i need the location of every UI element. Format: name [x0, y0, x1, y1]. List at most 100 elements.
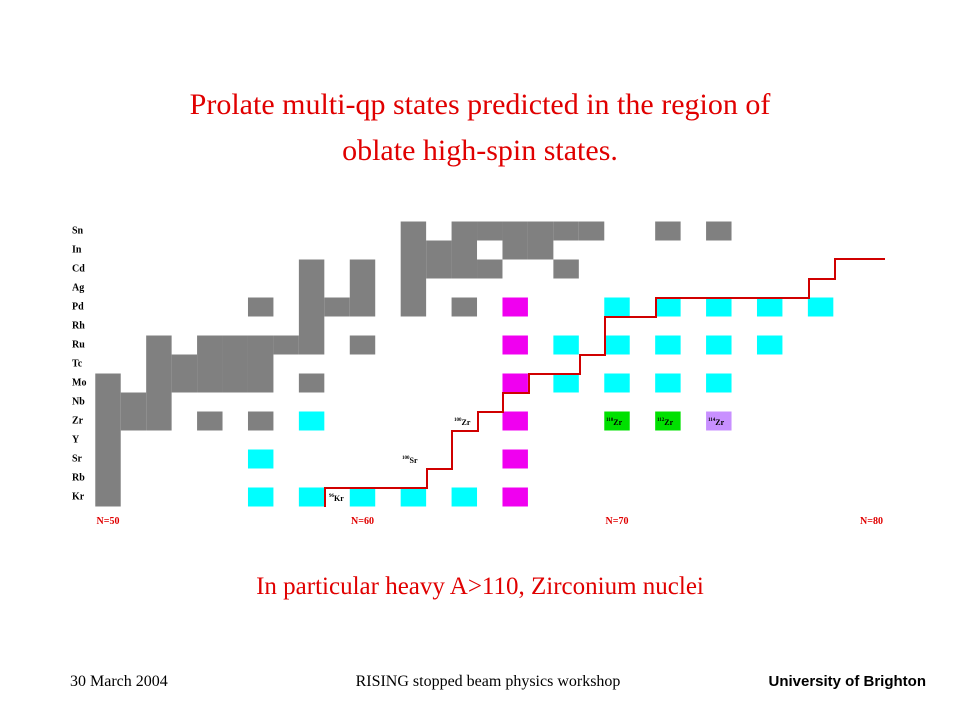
- element-label: Y: [72, 434, 80, 445]
- n-label: N=70: [606, 516, 629, 527]
- nuclide-cell: [95, 468, 121, 488]
- footer-date: 30 March 2004: [70, 673, 168, 690]
- nuclide-cell: [298, 373, 325, 393]
- nuclide-cell: [655, 297, 681, 317]
- nuclide-cell: [95, 487, 121, 507]
- mass-number: 96: [329, 494, 335, 499]
- nuclide-cell: [502, 221, 528, 241]
- cell-label: 110Zr: [606, 418, 623, 427]
- mass-number: 110: [606, 418, 614, 423]
- nuclide-cell: [349, 335, 376, 355]
- nuclide-cell: [706, 335, 732, 355]
- nuclide-cell: [273, 335, 299, 355]
- nuclide-cell: [527, 240, 554, 260]
- nuclide-cell: [400, 297, 427, 317]
- nuclide-cell: [706, 373, 732, 393]
- element-label: Cd: [72, 263, 85, 274]
- boundary-line: [324, 258, 885, 507]
- nuclide-cell: [171, 354, 198, 374]
- element-label: Kr: [72, 491, 85, 502]
- nuclide-cell: [451, 259, 478, 279]
- nuclide-cell: [298, 259, 325, 279]
- nuclide-cell: [451, 487, 478, 507]
- footer-institution: University of Brighton: [768, 673, 926, 690]
- nuclide-cell: [298, 335, 325, 355]
- nuclide-cell: [95, 392, 121, 412]
- nuclide-cell: [604, 411, 630, 431]
- element-label: Sr: [72, 453, 83, 464]
- nuclide-cell: [706, 221, 732, 241]
- nuclide-cell: [451, 297, 478, 317]
- nuclide-cell: [247, 487, 274, 507]
- nuclide-cell: [247, 373, 274, 393]
- nuclide-cell: [477, 259, 503, 279]
- nuclide-cell: [604, 373, 630, 393]
- nuclide-cell: [349, 259, 376, 279]
- nuclide-cell: [655, 335, 681, 355]
- nuclide-cell: [604, 335, 630, 355]
- nuclide-cell: [171, 373, 198, 393]
- element-symbol: Zr: [613, 418, 622, 427]
- caption: In particular heavy A>110, Zirconium nuc…: [256, 573, 704, 600]
- nuclide-cell: [706, 297, 732, 317]
- nuclide-cell: [146, 373, 172, 393]
- mass-number: 100: [402, 456, 410, 461]
- nuclide-cell: [527, 221, 554, 241]
- nuclide-cell: [298, 297, 325, 317]
- element-label: Zr: [72, 415, 84, 426]
- nuclide-cell: [756, 297, 783, 317]
- nuclide-cell: [146, 411, 172, 431]
- element-symbol: Zr: [715, 418, 724, 427]
- nuclide-cell: [553, 259, 579, 279]
- nuclide-cell: [502, 297, 528, 317]
- nuclide-cell: [706, 411, 732, 431]
- nuclide-cell: [146, 392, 172, 412]
- nuclide-cell: [400, 240, 427, 260]
- nuclide-cell: [477, 221, 503, 241]
- nuclide-cell: [451, 240, 478, 260]
- cell-label: 100Sr: [402, 456, 418, 465]
- nuclide-cell: [146, 354, 172, 374]
- nuclide-cell: [197, 354, 223, 374]
- nuclide-cell: [95, 411, 121, 431]
- nuclide-cell: [426, 259, 452, 279]
- nuclide-cell: [298, 316, 325, 336]
- nuclide-cell: [222, 335, 248, 355]
- nuclide-cell: [502, 487, 528, 507]
- title-line: Prolate multi-qp states predicted in the…: [190, 88, 771, 121]
- nuclide-cell: [756, 335, 783, 355]
- nuclide-cell: [502, 449, 528, 469]
- nuclide-cell: [349, 278, 376, 298]
- nuclide-cell: [197, 335, 223, 355]
- element-label: Ag: [72, 282, 84, 293]
- nuclide-cell: [604, 297, 630, 317]
- mass-number: 114: [708, 418, 716, 423]
- nuclide-cell: [578, 221, 605, 241]
- element-label: Tc: [72, 358, 83, 369]
- nuclide-cell: [197, 373, 223, 393]
- element-label: Nb: [72, 396, 85, 407]
- nuclide-cell: [400, 278, 427, 298]
- nuclide-cell: [400, 259, 427, 279]
- element-symbol: Zr: [664, 418, 673, 427]
- nuclide-cell: [655, 411, 681, 431]
- n-label: N=50: [97, 516, 120, 527]
- nuclide-cell: [349, 297, 376, 317]
- nuclide-cell: [655, 221, 681, 241]
- nuclide-cell: [553, 335, 579, 355]
- nuclide-cell: [95, 449, 121, 469]
- nuclide-cell: [553, 373, 579, 393]
- element-label: Rh: [72, 320, 85, 331]
- nuclide-cell: [400, 487, 427, 507]
- nuclide-cell: [222, 354, 248, 374]
- nuclide-cell: [298, 411, 325, 431]
- element-symbol: Sr: [410, 456, 418, 465]
- nuclide-cell: [324, 297, 350, 317]
- nuclide-cell: [426, 240, 452, 260]
- element-label: In: [72, 244, 82, 255]
- cell-label: 112Zr: [657, 418, 674, 427]
- n-label: N=80: [860, 516, 883, 527]
- element-symbol: Zr: [462, 418, 471, 427]
- nuclide-cell: [298, 278, 325, 298]
